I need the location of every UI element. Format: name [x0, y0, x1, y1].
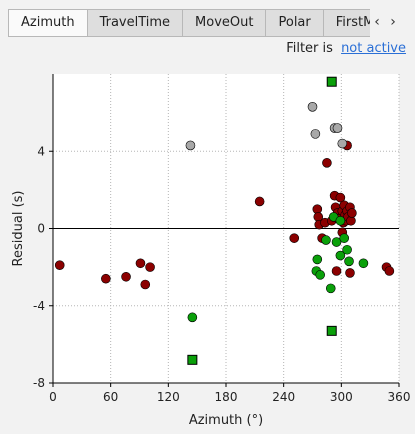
data-point-green	[358, 258, 369, 269]
data-point-red	[347, 208, 357, 218]
data-point-green-square	[187, 354, 198, 365]
x-axis-title: Azimuth (°)	[189, 413, 263, 428]
data-point-gray	[332, 123, 343, 133]
data-point-red	[54, 260, 65, 270]
filter-status: Filter is not active	[286, 41, 406, 59]
data-point-green	[339, 233, 350, 243]
y-tick-label: -4	[33, 299, 45, 313]
tab-azimuth[interactable]: Azimuth	[8, 9, 88, 36]
data-point-red	[121, 271, 131, 282]
x-tick-label: 180	[215, 390, 238, 404]
y-tick-label: 4	[37, 144, 45, 158]
tab-scroll-right-icon[interactable]: ›	[390, 14, 396, 30]
data-point-red	[322, 158, 332, 168]
x-tick-label: 360	[388, 390, 411, 404]
data-point-red	[384, 266, 395, 276]
tab-moveout[interactable]: MoveOut	[182, 9, 267, 36]
data-point-gray	[310, 129, 321, 139]
y-axis-title: Residual (s)	[11, 191, 26, 267]
filter-label: Filter is	[286, 41, 333, 56]
data-point-red	[254, 196, 265, 207]
data-point-green	[335, 250, 346, 261]
data-point-red	[335, 192, 346, 203]
tab-bar: AzimuthTravelTimeMoveOutPolarFirstM ‹ ›	[0, 0, 415, 37]
data-point-red	[101, 273, 111, 284]
data-point-green	[187, 312, 198, 323]
x-tick-label: 300	[330, 390, 353, 404]
x-tick-label: 240	[272, 390, 295, 404]
x-tick-label: 120	[157, 390, 180, 404]
data-point-green	[325, 283, 336, 294]
data-point-red	[289, 233, 300, 243]
y-ticks: -8 -4 0 4	[33, 144, 53, 390]
filter-toggle-link[interactable]: not active	[341, 41, 406, 56]
data-point-red	[345, 268, 355, 278]
data-point-red	[145, 262, 155, 272]
data-point-green-square	[326, 325, 337, 336]
tabs-row: AzimuthTravelTimeMoveOutPolarFirstM	[8, 9, 370, 37]
data-point-green	[344, 256, 354, 267]
data-point-red	[135, 258, 146, 269]
data-point-gray	[337, 138, 348, 149]
tab-firstm[interactable]: FirstM	[322, 9, 370, 36]
data-point-gray	[307, 102, 318, 112]
data-point-green	[335, 215, 346, 226]
tab-polar[interactable]: Polar	[265, 9, 324, 36]
data-point-gray	[185, 140, 196, 151]
data-point-green	[342, 244, 352, 255]
x-tick-label: 60	[103, 390, 118, 404]
data-point-green	[331, 237, 342, 247]
x-tick-label: 0	[49, 390, 57, 404]
data-points	[54, 76, 395, 365]
data-point-green	[312, 254, 323, 265]
data-point-green-square	[326, 76, 337, 87]
data-point-green	[315, 270, 325, 280]
tab-scroll-left-icon[interactable]: ‹	[374, 14, 380, 30]
data-point-red	[140, 279, 151, 290]
data-point-red	[331, 266, 342, 276]
data-point-green	[321, 235, 331, 245]
x-ticks: 0 60 120 180 240 300 360	[49, 383, 410, 404]
y-tick-label: -8	[33, 376, 45, 390]
y-tick-label: 0	[37, 222, 45, 236]
